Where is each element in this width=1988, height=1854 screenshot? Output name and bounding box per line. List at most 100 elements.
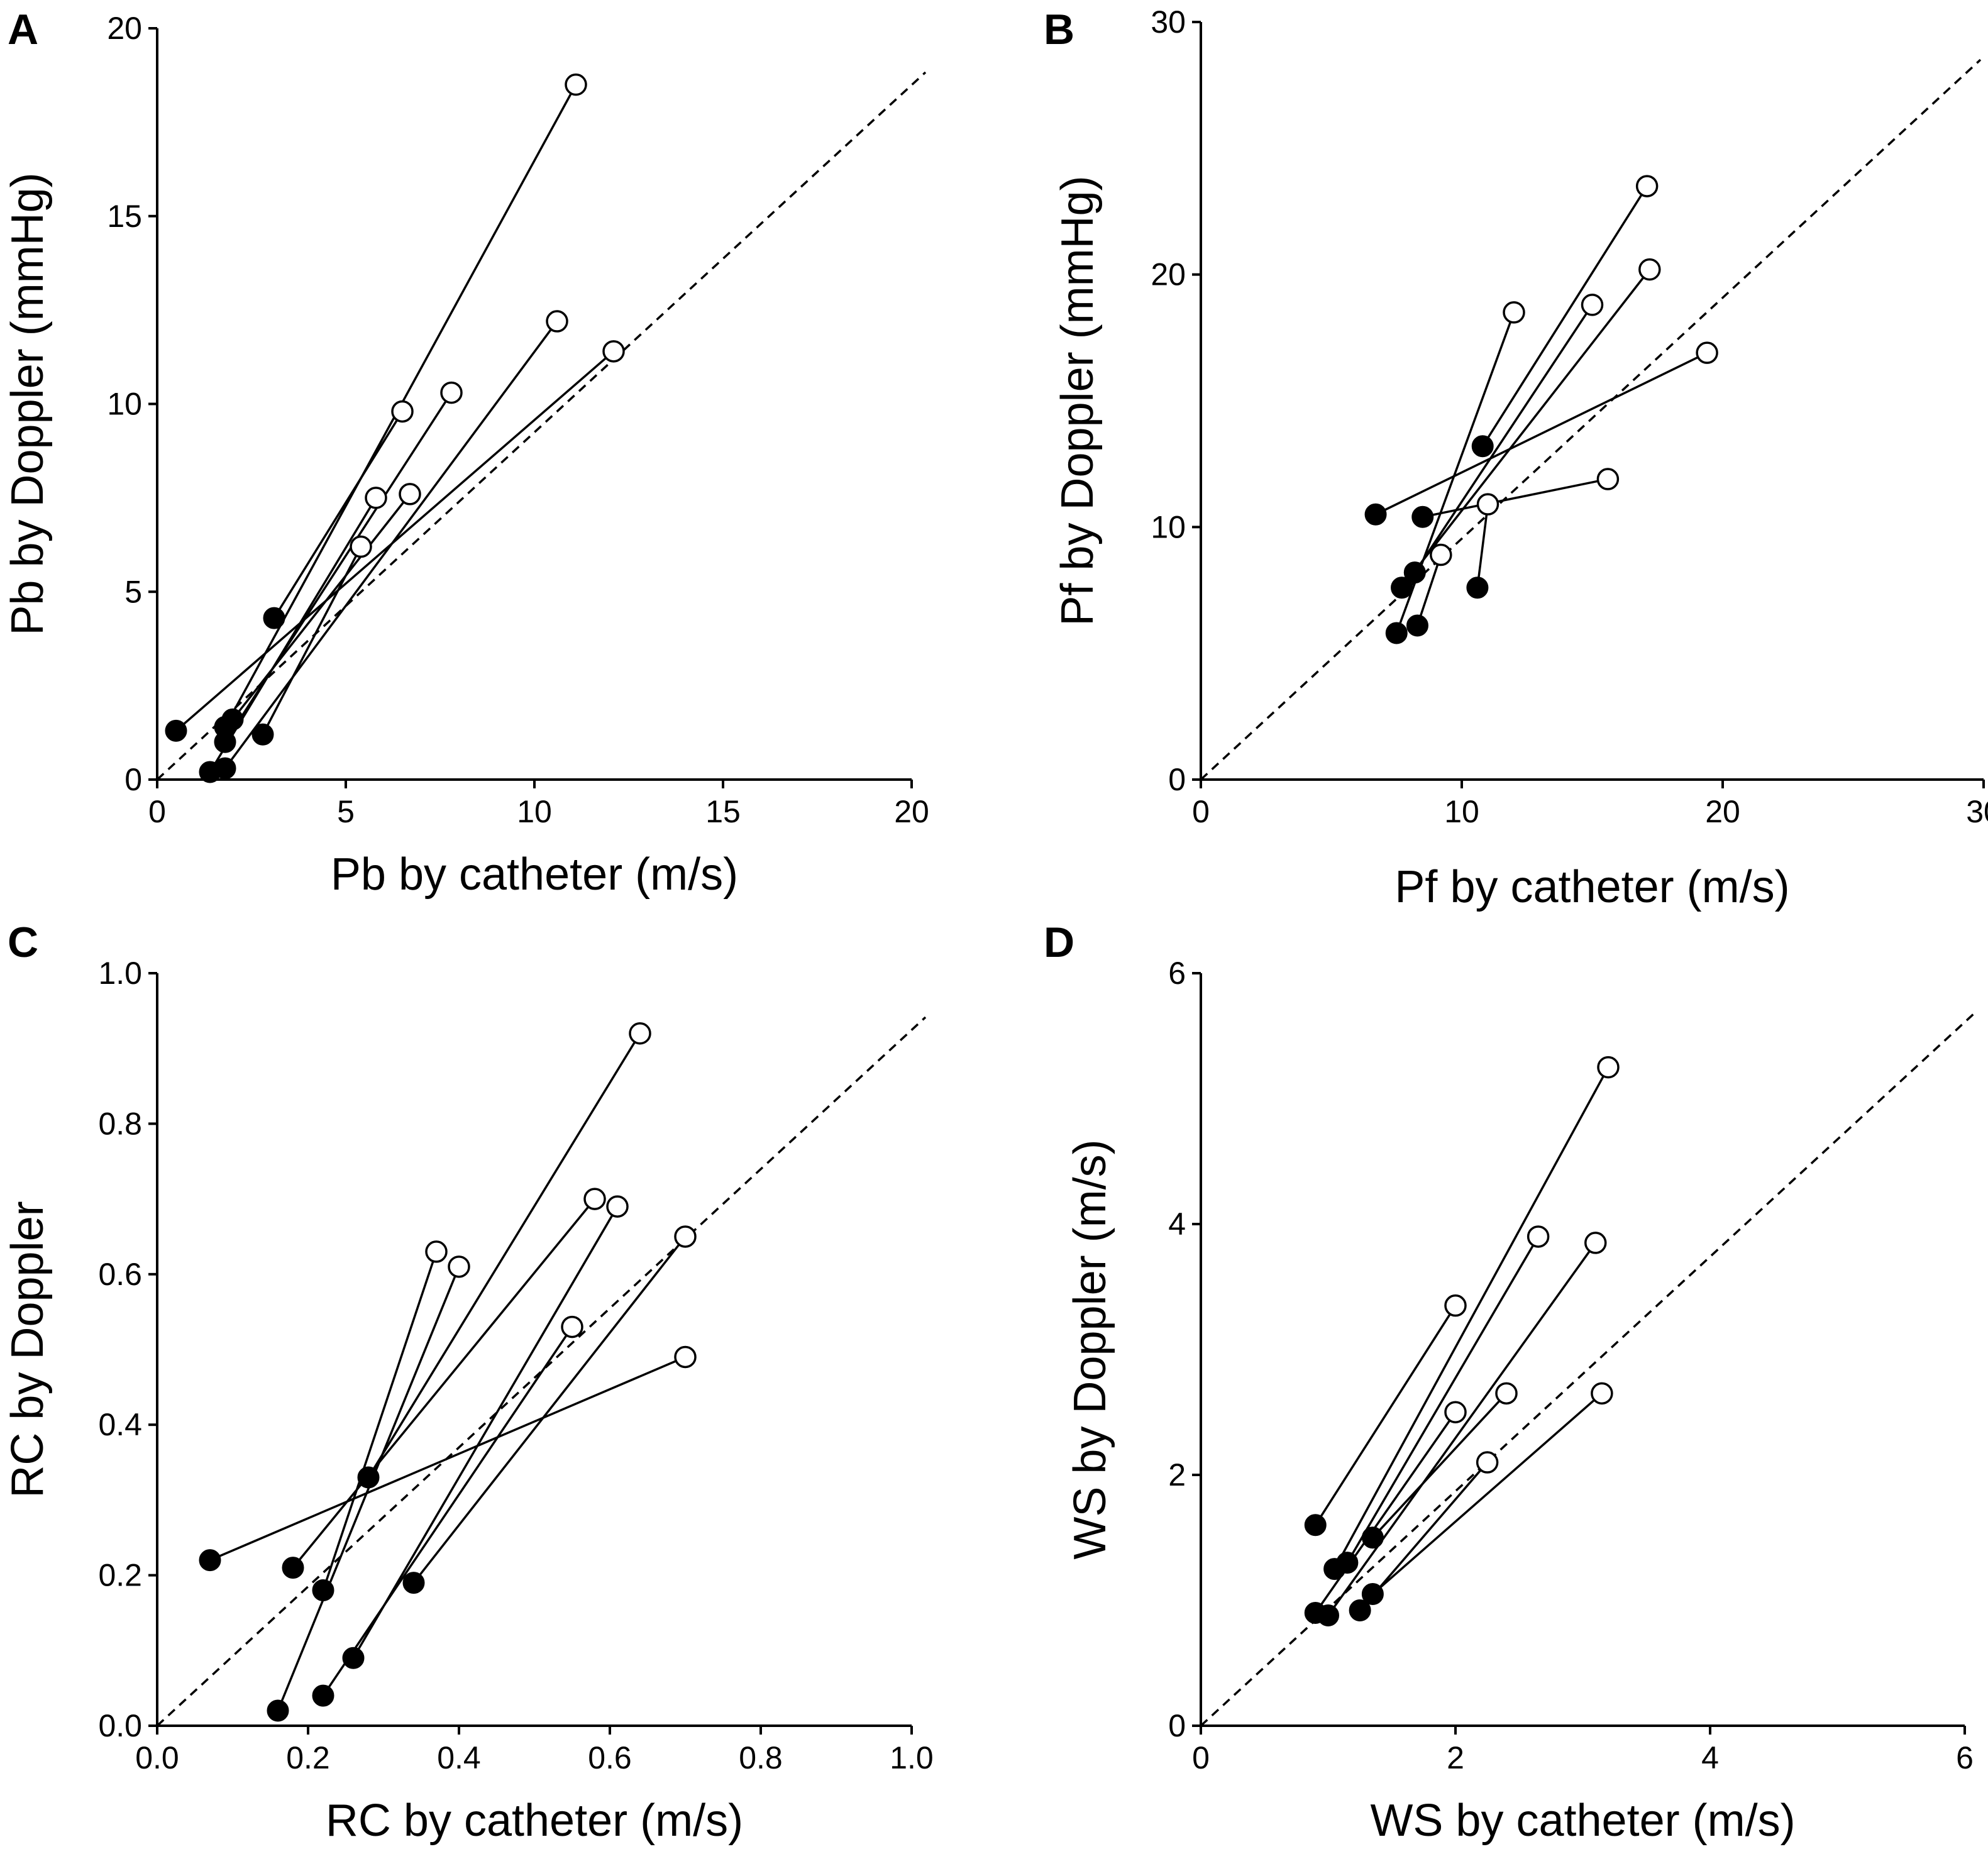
point-after <box>1584 1232 1607 1254</box>
plot-area: 0 2 4 6 0 2 4 6 <box>1168 956 1975 1775</box>
point-before <box>221 708 244 731</box>
point-before <box>1317 1604 1339 1626</box>
y-tick-label: 5 <box>124 574 142 609</box>
x-tick-label: 30 <box>1966 794 1988 829</box>
pair-connector <box>1481 185 1648 447</box>
point-before <box>263 607 285 629</box>
y-tick-label: 0 <box>124 762 142 797</box>
point-before <box>214 757 236 780</box>
panel-letter: C <box>8 919 38 966</box>
point-after <box>1581 294 1604 316</box>
point-before <box>312 1684 334 1707</box>
y-tick-label: 1.0 <box>98 956 142 991</box>
point-after <box>1476 493 1499 516</box>
point-before <box>1403 561 1426 584</box>
x-tick-label: 1.0 <box>890 1740 934 1775</box>
pair-connector <box>1314 1305 1457 1526</box>
point-after <box>1444 1401 1467 1423</box>
point-after <box>1495 1382 1518 1405</box>
pair-connector <box>1476 504 1489 588</box>
pair-connector <box>262 546 362 736</box>
x-axis-title: WS by catheter (m/s) <box>1370 1796 1795 1846</box>
x-tick-label: 0.8 <box>739 1740 783 1775</box>
point-before <box>402 1572 425 1594</box>
point-after <box>1430 543 1452 566</box>
identity-line <box>1200 1012 1975 1727</box>
point-after <box>425 1240 448 1263</box>
point-after <box>365 487 387 509</box>
x-tick-label: 4 <box>1701 1740 1719 1775</box>
point-before <box>1304 1514 1327 1537</box>
point-after <box>1503 301 1525 324</box>
pair-connector <box>367 1032 641 1478</box>
point-after <box>1635 175 1659 197</box>
identity-line <box>156 71 927 781</box>
point-before <box>267 1699 289 1722</box>
point-before <box>199 1549 221 1572</box>
point-before <box>1336 1552 1359 1574</box>
pair-connector <box>224 321 558 770</box>
x-tick-label: 0.2 <box>286 1740 330 1775</box>
pair-connector <box>322 1251 438 1591</box>
point-after <box>546 310 568 333</box>
point-after <box>391 400 414 423</box>
y-tick-label: 0.0 <box>98 1708 142 1743</box>
point-after <box>1696 341 1718 364</box>
x-tick-label: 2 <box>1447 1740 1464 1775</box>
point-after <box>1444 1294 1467 1317</box>
point-after <box>1597 1056 1620 1079</box>
pair-connector <box>322 1326 573 1697</box>
point-after <box>1476 1451 1499 1474</box>
y-tick-label: 2 <box>1168 1457 1186 1493</box>
panel-d: D 0 2 4 6 0 2 4 6 WS by catheter (m/s) WS by Do… <box>1044 919 1975 1846</box>
x-tick-label: 0.4 <box>437 1740 481 1775</box>
point-before <box>1349 1599 1371 1621</box>
point-before <box>342 1647 365 1669</box>
point-after <box>399 483 421 505</box>
point-before <box>165 719 187 742</box>
y-tick-label: 20 <box>1151 257 1186 292</box>
x-axis-title: RC by catheter (m/s) <box>326 1796 743 1846</box>
point-after <box>606 1195 629 1218</box>
point-before <box>1361 1526 1384 1549</box>
pair-connector <box>1372 1393 1603 1595</box>
point-after <box>583 1188 606 1210</box>
x-tick-label: 5 <box>337 794 355 829</box>
point-after <box>561 1315 583 1338</box>
y-axis-title: Pb by Doppler (mmHg) <box>3 172 53 635</box>
x-axis-title: Pf by catheter (m/s) <box>1394 862 1789 912</box>
point-after <box>440 381 463 404</box>
y-tick-label: 10 <box>1151 509 1186 544</box>
point-before <box>1361 1583 1384 1606</box>
pair-connector <box>1372 1393 1508 1538</box>
x-tick-label: 10 <box>517 794 552 829</box>
point-before <box>312 1579 334 1602</box>
pair-connector <box>1314 1411 1457 1614</box>
panel-letter: D <box>1044 919 1074 966</box>
point-before <box>214 731 236 753</box>
x-tick-label: 0.6 <box>588 1740 632 1775</box>
y-tick-label: 20 <box>107 11 142 46</box>
point-before <box>1411 505 1434 528</box>
y-tick-label: 15 <box>107 199 142 234</box>
pair-connector <box>1346 1236 1540 1564</box>
x-tick-label: 15 <box>705 794 741 829</box>
x-tick-label: 0 <box>1192 794 1210 829</box>
point-before <box>1364 503 1387 526</box>
x-tick-label: 0 <box>1192 1740 1210 1775</box>
y-tick-label: 4 <box>1168 1206 1186 1242</box>
point-after <box>674 1225 697 1248</box>
point-before <box>1466 577 1489 599</box>
pair-connector <box>1327 1242 1597 1616</box>
y-tick-label: 0.6 <box>98 1257 142 1292</box>
pair-connector <box>1375 351 1708 516</box>
point-before <box>1406 614 1428 637</box>
x-axis-title: Pb by catheter (m/s) <box>331 849 738 900</box>
y-axis-title: WS by Doppler (m/s) <box>1065 1139 1115 1559</box>
point-after <box>565 73 587 96</box>
panel-c: C 0.0 0.2 0.4 0.6 0.8 1.0 0.0 0.2 0.4 0.6 0.8 1.0 R… <box>3 919 934 1846</box>
pair-connector <box>273 411 404 619</box>
y-tick-label: 0 <box>1168 762 1186 797</box>
